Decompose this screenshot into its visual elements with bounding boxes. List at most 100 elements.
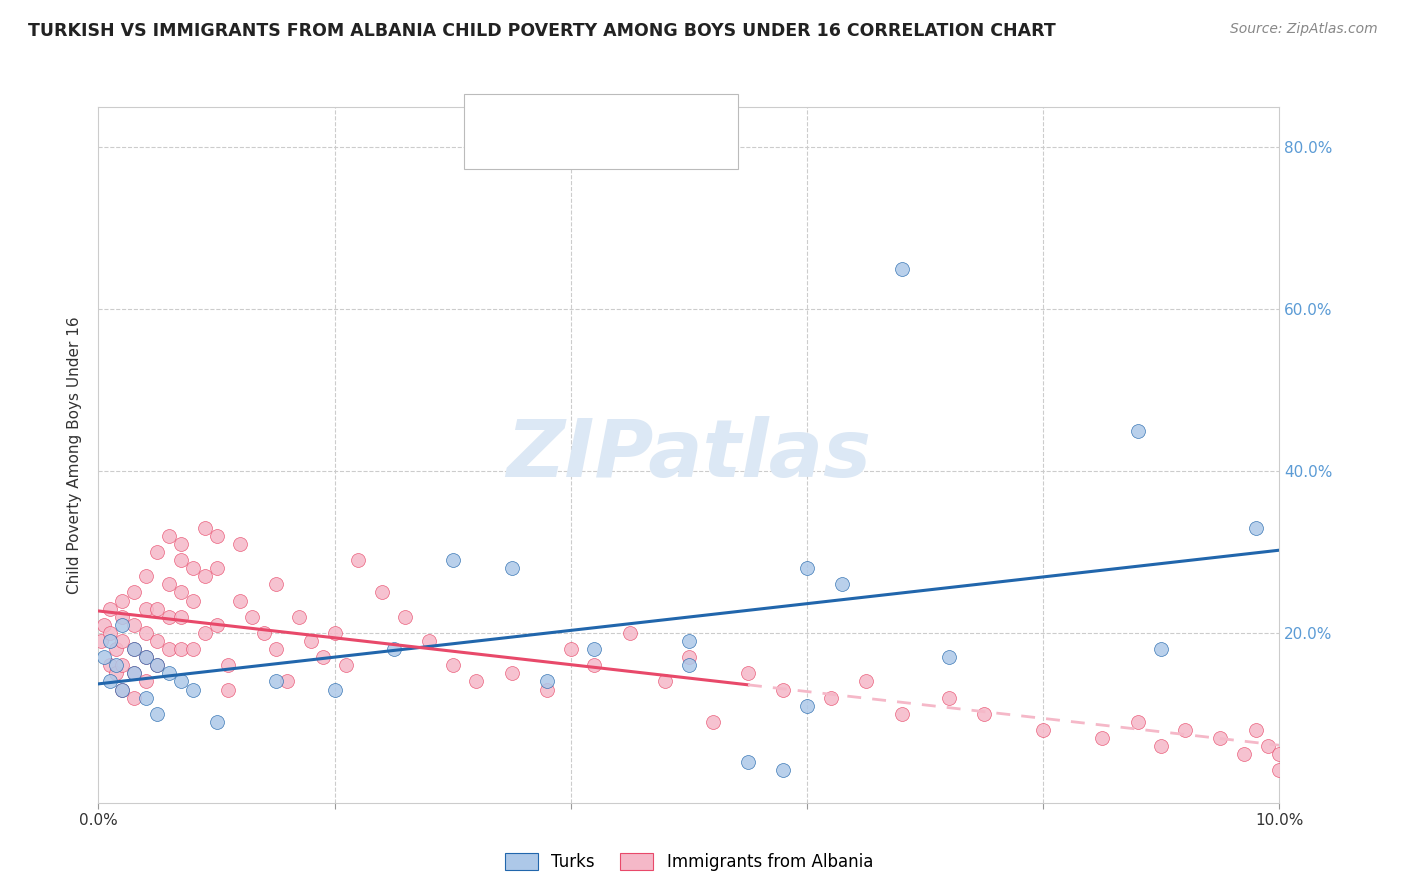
Point: [146, 634, 169, 648]
Point: [205, 714, 228, 729]
Point: [194, 521, 217, 535]
Point: [772, 682, 794, 697]
Point: [299, 634, 322, 648]
Point: [264, 577, 287, 591]
Point: [122, 666, 145, 681]
Point: [205, 617, 228, 632]
Point: [288, 609, 311, 624]
Point: [1233, 747, 1256, 762]
Point: [157, 642, 180, 657]
Point: [441, 553, 464, 567]
Point: [619, 626, 641, 640]
Point: [170, 609, 193, 624]
Point: [323, 682, 346, 697]
Point: [1150, 739, 1173, 754]
Point: [394, 609, 416, 624]
Point: [371, 585, 394, 599]
Point: [135, 690, 157, 705]
Point: [217, 658, 239, 673]
Point: [157, 529, 180, 543]
Point: [229, 537, 252, 551]
Point: [135, 674, 157, 689]
Point: [122, 666, 145, 681]
Point: [536, 674, 558, 689]
Point: [737, 666, 759, 681]
Point: [1091, 731, 1114, 745]
Point: [323, 626, 346, 640]
Text: TURKISH VS IMMIGRANTS FROM ALBANIA CHILD POVERTY AMONG BOYS UNDER 16 CORRELATION: TURKISH VS IMMIGRANTS FROM ALBANIA CHILD…: [28, 22, 1056, 40]
Point: [890, 261, 912, 276]
Point: [170, 642, 193, 657]
Point: [1150, 642, 1173, 657]
Point: [1244, 521, 1267, 535]
Point: [796, 698, 818, 713]
Point: [122, 690, 145, 705]
Text: -0.198: -0.198: [553, 139, 606, 157]
Point: [105, 658, 128, 673]
Point: [170, 585, 193, 599]
Point: [678, 634, 700, 648]
Point: [111, 593, 134, 607]
Point: [98, 626, 121, 640]
Point: [135, 569, 157, 583]
Point: [181, 642, 204, 657]
Point: [501, 666, 523, 681]
Point: [796, 561, 818, 575]
Point: [335, 658, 357, 673]
Point: [229, 593, 252, 607]
Point: [93, 617, 115, 632]
Point: [194, 626, 217, 640]
Point: [157, 666, 180, 681]
Point: [205, 561, 228, 575]
Point: [157, 609, 180, 624]
Point: [583, 642, 606, 657]
Point: [465, 674, 488, 689]
Text: 0.344: 0.344: [553, 111, 600, 128]
Legend: Turks, Immigrants from Albania: Turks, Immigrants from Albania: [498, 847, 880, 878]
Point: [98, 601, 121, 615]
Point: [1209, 731, 1232, 745]
Point: [583, 658, 606, 673]
Point: [276, 674, 298, 689]
Point: [1032, 723, 1054, 737]
Point: [194, 569, 217, 583]
Point: [1126, 714, 1149, 729]
Point: [111, 609, 134, 624]
Point: [938, 650, 960, 665]
Point: [135, 650, 157, 665]
Point: [678, 658, 700, 673]
Point: [441, 658, 464, 673]
Point: [890, 706, 912, 721]
Point: [536, 682, 558, 697]
Point: [938, 690, 960, 705]
Point: [105, 666, 128, 681]
Point: [1268, 764, 1291, 778]
Point: [90, 634, 112, 648]
Point: [831, 577, 853, 591]
Point: [1174, 723, 1197, 737]
Point: [1268, 747, 1291, 762]
Point: [146, 658, 169, 673]
Point: [772, 764, 794, 778]
Text: R =: R =: [522, 139, 558, 157]
Text: 90: 90: [637, 139, 658, 157]
Point: [382, 642, 405, 657]
Point: [855, 674, 877, 689]
Point: [146, 601, 169, 615]
Point: [111, 658, 134, 673]
Point: [702, 714, 724, 729]
Point: [170, 674, 193, 689]
Text: N =: N =: [606, 111, 643, 128]
Point: [135, 626, 157, 640]
Point: [122, 585, 145, 599]
Point: [111, 617, 134, 632]
Point: [1126, 424, 1149, 438]
Text: N =: N =: [606, 139, 643, 157]
Point: [105, 642, 128, 657]
Point: [122, 642, 145, 657]
Point: [146, 706, 169, 721]
Point: [135, 601, 157, 615]
Point: [737, 756, 759, 770]
Point: [111, 634, 134, 648]
Text: 35: 35: [637, 111, 658, 128]
